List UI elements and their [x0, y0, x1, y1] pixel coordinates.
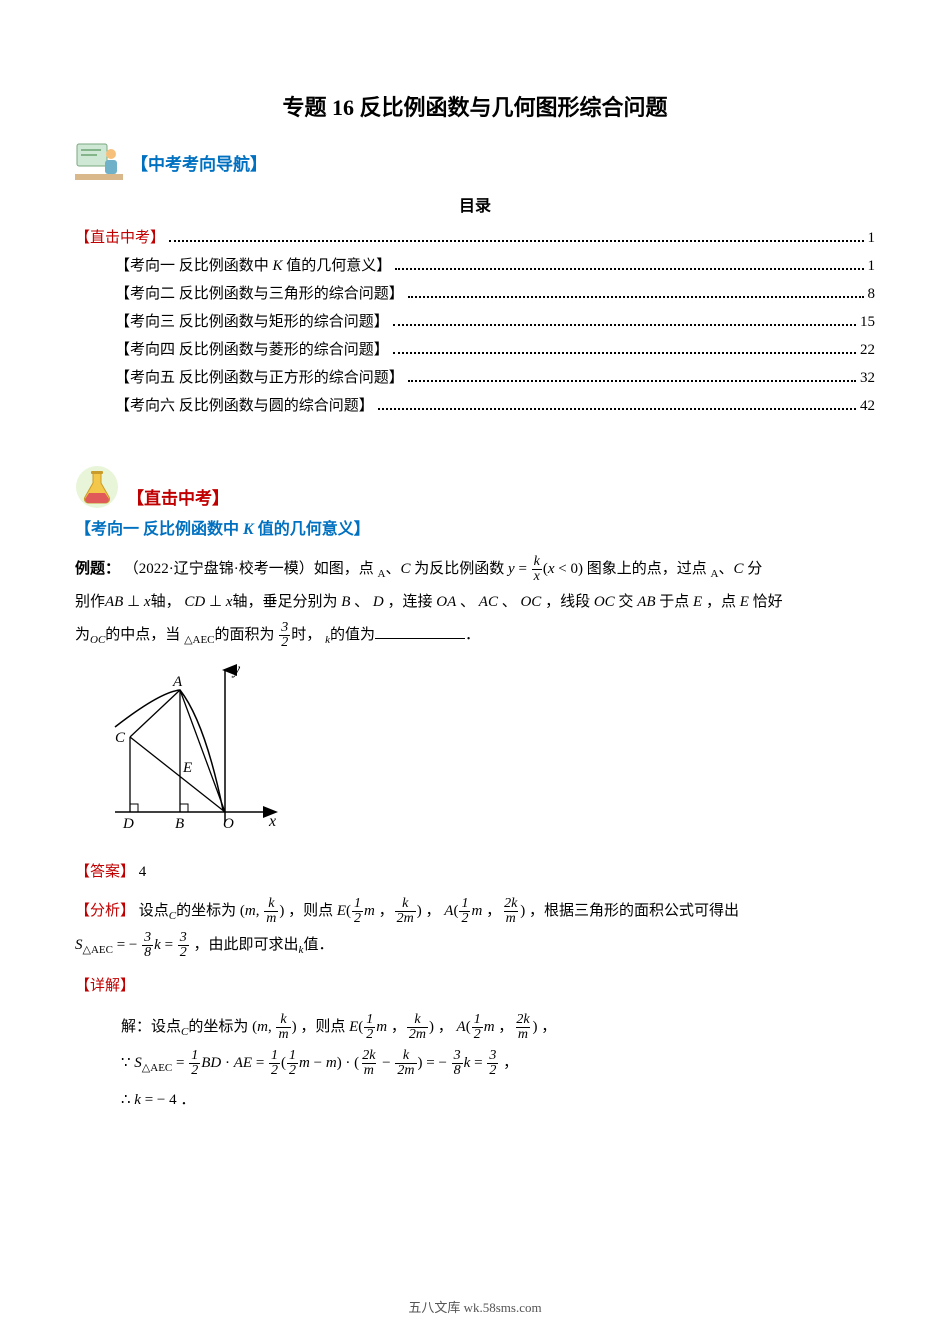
svg-text:E: E — [182, 760, 192, 776]
toc-label: 【考向三 反比例函数与矩形的综合问题】 — [115, 310, 389, 331]
analysis-block: 【分析】 设点C的坐标为 (m, km) ，则点 E(12m ，k2m) ， A… — [75, 895, 875, 961]
svg-text:y: y — [231, 662, 241, 678]
toc-item[interactable]: 【考向三 反比例函数与矩形的综合问题】 15 — [75, 310, 875, 331]
problem-diagram: y x A C E D B O — [105, 662, 875, 842]
svg-text:D: D — [122, 816, 134, 832]
toc-page: 42 — [860, 398, 875, 415]
toc-item[interactable]: 【直击中考】 1 — [75, 226, 875, 247]
toc-label: 【考向五 反比例函数与正方形的综合问题】 — [115, 366, 404, 387]
detail-label: 【详解】 — [75, 978, 135, 994]
toc-label: 【考向一 反比例函数中 K 值的几何意义】 — [115, 254, 391, 275]
toc-label: 【考向四 反比例函数与菱形的综合问题】 — [115, 338, 389, 359]
svg-text:B: B — [175, 816, 184, 832]
toc-item[interactable]: 【考向六 反比例函数与圆的综合问题】 42 — [75, 394, 875, 415]
toc-label: 【直击中考】 — [75, 226, 165, 247]
toc-page: 32 — [860, 370, 875, 387]
toc-leader — [393, 324, 856, 326]
answer-line: 【答案】­ 4 — [75, 856, 875, 889]
analysis-label: 【分析】 — [75, 903, 135, 919]
problem-text: 例题： （2022·辽宁盘锦·校考一模）如图，点 A、C 为反比例函数 y = … — [75, 553, 875, 652]
solution-block: 解：设点C的坐标为 (m, km) ，则点 E(12m ，k2m) ， A(12… — [121, 1009, 875, 1118]
toc-label: 【考向二 反比例函数与三角形的综合问题】 — [115, 282, 404, 303]
toc: 【直击中考】 1 【考向一 反比例函数中 K 值的几何意义】 1 【考向二 反比… — [75, 226, 875, 415]
svg-text:A: A — [172, 674, 183, 690]
toc-leader — [169, 240, 863, 242]
toc-heading: 目录 — [75, 192, 875, 216]
toc-leader — [408, 380, 856, 382]
svg-text:O: O — [223, 816, 234, 832]
toc-page: 15 — [860, 314, 875, 331]
page-title: 专题 16 反比例函数与几何图形综合问题 — [75, 90, 875, 122]
svg-text:C: C — [115, 730, 126, 746]
subsection-title: 【考向一 反比例函数中 K 值的几何意义】 — [75, 515, 875, 539]
toc-page: 1 — [868, 258, 876, 275]
toc-leader — [393, 352, 856, 354]
toc-item[interactable]: 【考向二 反比例函数与三角形的综合问题】 8 — [75, 282, 875, 303]
toc-page: 1 — [868, 230, 876, 247]
teacher-icon — [75, 140, 123, 184]
toc-leader — [408, 296, 864, 298]
flask-icon — [75, 465, 119, 509]
toc-page: 22 — [860, 342, 875, 359]
toc-item[interactable]: 【考向一 反比例函数中 K 值的几何意义】 1 — [75, 254, 875, 275]
toc-item[interactable]: 【考向五 反比例函数与正方形的综合问题】 32 — [75, 366, 875, 387]
nav-header: 【中考考向导航】 — [75, 140, 875, 184]
toc-page: 8 — [868, 286, 876, 303]
answer-blank — [375, 625, 465, 639]
page-footer: 五八文库 wk.58sms.com — [0, 1297, 950, 1316]
section-title: 【直击中考】 — [127, 484, 229, 509]
section-header: 【直击中考】 — [75, 465, 875, 509]
toc-leader — [378, 408, 856, 410]
svg-text:x: x — [268, 813, 276, 830]
toc-item[interactable]: 【考向四 反比例函数与菱形的综合问题】 22 — [75, 338, 875, 359]
nav-title: 【中考考向导航】 — [131, 150, 267, 175]
detail-label-line: 【详解】 — [75, 970, 875, 1003]
toc-leader — [395, 268, 863, 270]
answer-label: 【答案】 — [75, 864, 135, 880]
problem-label: 例题： — [75, 561, 120, 577]
toc-label: 【考向六 反比例函数与圆的综合问题】 — [115, 394, 374, 415]
